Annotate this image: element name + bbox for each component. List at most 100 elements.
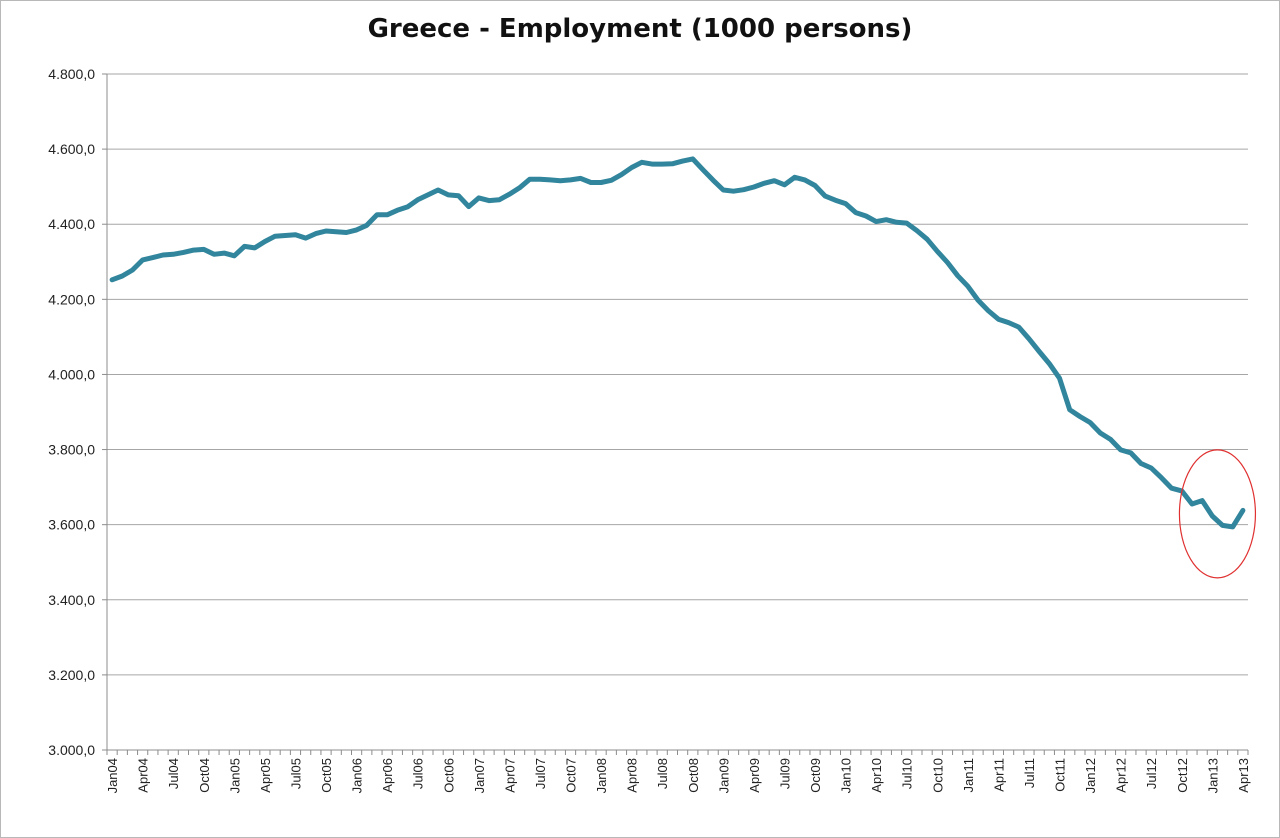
data-point (1231, 525, 1235, 529)
data-point (833, 198, 837, 202)
data-point (456, 194, 460, 198)
data-point (477, 196, 481, 200)
y-tick-label: 3.200,0 (48, 667, 95, 683)
y-tick-label: 3.600,0 (48, 517, 95, 533)
x-tick-label: Jul07 (533, 758, 548, 789)
x-tick-label: Jul11 (1022, 758, 1037, 788)
data-point (864, 214, 868, 218)
y-tick-label: 3.000,0 (48, 742, 95, 758)
data-point (884, 218, 888, 222)
x-tick-label: Oct06 (441, 758, 456, 793)
data-point (1098, 431, 1102, 435)
data-point (334, 230, 338, 234)
data-point (538, 177, 542, 181)
data-point (823, 194, 827, 198)
data-point (1088, 421, 1092, 425)
data-point (120, 274, 124, 278)
data-point (742, 188, 746, 192)
data-point (915, 229, 919, 233)
data-point (528, 177, 532, 181)
data-point (874, 220, 878, 224)
x-tick-label: Jan08 (594, 758, 609, 793)
data-point (721, 188, 725, 192)
x-tick-label: Oct08 (686, 758, 701, 793)
data-point (1170, 486, 1174, 490)
annotation-layer (1178, 449, 1257, 579)
data-point (548, 178, 552, 182)
data-point (518, 186, 522, 190)
x-tick-label: Apr06 (380, 758, 395, 793)
data-point (986, 309, 990, 313)
data-point (304, 236, 308, 240)
data-point (344, 230, 348, 234)
data-point (925, 237, 929, 241)
data-point (1190, 502, 1194, 506)
x-tick-label: Oct11 (1053, 758, 1068, 792)
y-axis-tick-labels: 3.000,0 3.200,0 3.400,0 3.600,0 3.800,0 4.000… (48, 66, 95, 758)
x-tick-label: Jul08 (655, 758, 670, 789)
x-tick-label: Apr07 (502, 758, 517, 793)
data-point (681, 159, 685, 163)
data-point (283, 233, 287, 237)
x-tick-label: Jan09 (716, 758, 731, 793)
data-point (762, 181, 766, 185)
data-point (406, 205, 410, 209)
x-tick-label: Apr05 (258, 758, 273, 793)
x-tick-label: Oct07 (564, 758, 579, 793)
x-tick-label: Apr12 (1114, 758, 1129, 793)
x-tick-label: Oct10 (930, 758, 945, 793)
data-point (192, 248, 196, 252)
data-point (263, 239, 267, 243)
highlight-ellipse (1178, 449, 1257, 579)
y-tick-label: 4.800,0 (48, 66, 95, 82)
data-point (293, 233, 297, 237)
x-axis-tick-labels: Jan04 Apr04 Jul04 Oct04 Jan05 Apr05 Jul05 Oct05… (105, 758, 1251, 793)
data-point (436, 188, 440, 192)
data-point (589, 181, 593, 185)
x-tick-label: Jan04 (105, 758, 120, 793)
data-point (1068, 408, 1072, 412)
x-tick-label: Jul04 (166, 758, 181, 789)
x-tick-label: Apr09 (747, 758, 762, 793)
data-point (507, 192, 511, 196)
y-tick-label: 4.600,0 (48, 141, 95, 157)
x-tick-label: Jan07 (472, 758, 487, 793)
x-tick-label: Jul10 (900, 758, 915, 789)
data-point (365, 223, 369, 227)
data-point (243, 244, 247, 248)
data-point (1119, 448, 1123, 452)
data-point (1037, 350, 1041, 354)
data-point (171, 252, 175, 256)
y-tick-label: 4.200,0 (48, 291, 95, 307)
data-point (670, 162, 674, 166)
data-point (1047, 362, 1051, 366)
y-tick-label: 3.400,0 (48, 592, 95, 608)
data-point (1027, 337, 1031, 341)
x-tick-label: Jul12 (1144, 758, 1159, 789)
chart-title: Greece - Employment (1000 persons) (367, 14, 913, 44)
data-point (976, 298, 980, 302)
data-point (324, 229, 328, 233)
x-tick-label: Oct05 (319, 758, 334, 793)
data-point (130, 268, 134, 272)
x-tick-label: Jan10 (839, 758, 854, 793)
data-point (467, 205, 471, 209)
x-tick-label: Jan05 (227, 758, 242, 793)
y-tick-label: 4.400,0 (48, 216, 95, 232)
data-point (579, 176, 583, 180)
data-point (253, 246, 257, 250)
data-point (569, 178, 573, 182)
data-point (416, 198, 420, 202)
data-point (110, 278, 114, 282)
x-tick-label: Jan06 (350, 758, 365, 793)
x-tick-label: Oct04 (197, 758, 212, 793)
data-point (803, 178, 807, 182)
data-point (1007, 321, 1011, 325)
data-point (793, 175, 797, 179)
data-point (732, 189, 736, 193)
data-point (650, 162, 654, 166)
data-point (966, 284, 970, 288)
gridlines (107, 73, 1248, 676)
data-point (1078, 415, 1082, 419)
